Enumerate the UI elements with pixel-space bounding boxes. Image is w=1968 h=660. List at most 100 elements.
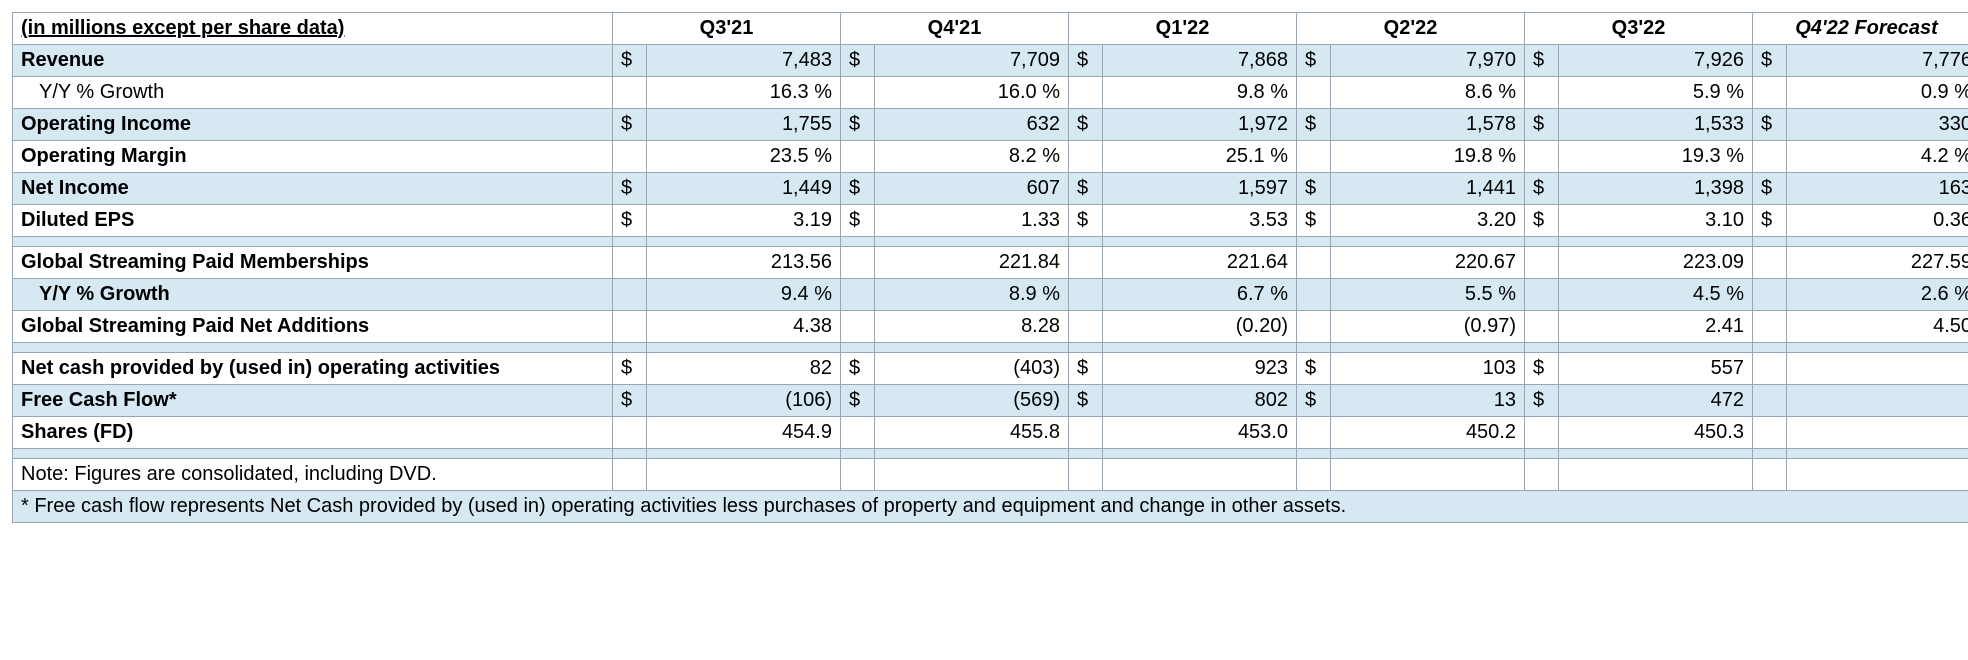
currency-symbol: $ <box>1069 353 1103 385</box>
row-label: Global Streaming Paid Memberships <box>13 247 613 279</box>
currency-symbol <box>1753 417 1787 449</box>
cell-value: (403) <box>875 353 1069 385</box>
cell-value: 19.3 % <box>1559 141 1753 173</box>
cell-value: 472 <box>1559 385 1753 417</box>
cell-value <box>1787 353 1968 385</box>
table-row: Free Cash Flow*$(106)$(569)$802$13$472 <box>13 385 1968 417</box>
cell-value: 9.8 % <box>1103 77 1297 109</box>
row-label: Y/Y % Growth <box>13 279 613 311</box>
cell-value: 0.36 <box>1787 205 1968 237</box>
cell-value: 1,972 <box>1103 109 1297 141</box>
currency-symbol: $ <box>1297 353 1331 385</box>
cell-value: 7,868 <box>1103 45 1297 77</box>
cell-value: 2.41 <box>1559 311 1753 343</box>
spacer-row <box>13 237 1968 247</box>
currency-symbol <box>1753 311 1787 343</box>
currency-symbol <box>1753 247 1787 279</box>
currency-symbol <box>613 279 647 311</box>
currency-symbol <box>1297 77 1331 109</box>
currency-symbol: $ <box>613 173 647 205</box>
currency-symbol <box>1525 141 1559 173</box>
cell-value: 1,533 <box>1559 109 1753 141</box>
currency-symbol: $ <box>1753 173 1787 205</box>
cell-value: 7,970 <box>1331 45 1525 77</box>
cell-value: 103 <box>1331 353 1525 385</box>
cell-value: 23.5 % <box>647 141 841 173</box>
currency-symbol <box>613 247 647 279</box>
table-row: Operating Income$1,755$632$1,972$1,578$1… <box>13 109 1968 141</box>
cell-value: 16.0 % <box>875 77 1069 109</box>
currency-symbol: $ <box>1525 205 1559 237</box>
currency-symbol <box>613 141 647 173</box>
currency-symbol <box>1297 247 1331 279</box>
cell-value: 220.67 <box>1331 247 1525 279</box>
currency-symbol: $ <box>1297 205 1331 237</box>
currency-symbol: $ <box>1753 109 1787 141</box>
currency-symbol <box>613 77 647 109</box>
row-label: Operating Margin <box>13 141 613 173</box>
footnote-row: Note: Figures are consolidated, includin… <box>13 459 1968 491</box>
cell-value: 453.0 <box>1103 417 1297 449</box>
cell-value: 1,449 <box>647 173 841 205</box>
currency-symbol <box>1069 417 1103 449</box>
cell-value: 9.4 % <box>647 279 841 311</box>
cell-value: 4.5 % <box>1559 279 1753 311</box>
currency-symbol: $ <box>841 173 875 205</box>
period-header: Q4'22 Forecast <box>1753 13 1968 45</box>
row-label: Diluted EPS <box>13 205 613 237</box>
cell-value: 227.59 <box>1787 247 1968 279</box>
footnote-row: * Free cash flow represents Net Cash pro… <box>13 491 1968 523</box>
cell-value <box>1787 385 1968 417</box>
currency-symbol: $ <box>841 353 875 385</box>
footnote-text: * Free cash flow represents Net Cash pro… <box>13 491 1968 523</box>
currency-symbol <box>1525 247 1559 279</box>
currency-symbol <box>1525 311 1559 343</box>
currency-symbol <box>1069 247 1103 279</box>
cell-value: 19.8 % <box>1331 141 1525 173</box>
table-row: Diluted EPS$3.19$1.33$3.53$3.20$3.10$0.3… <box>13 205 1968 237</box>
table-row: Global Streaming Paid Net Additions4.388… <box>13 311 1968 343</box>
cell-value: 7,483 <box>647 45 841 77</box>
cell-value: 1,597 <box>1103 173 1297 205</box>
cell-value: 3.20 <box>1331 205 1525 237</box>
currency-symbol: $ <box>613 353 647 385</box>
currency-symbol <box>1525 77 1559 109</box>
currency-symbol <box>1753 279 1787 311</box>
currency-symbol: $ <box>613 45 647 77</box>
currency-symbol: $ <box>1069 205 1103 237</box>
spacer-row <box>13 449 1968 459</box>
currency-symbol <box>1297 279 1331 311</box>
cell-value: 221.84 <box>875 247 1069 279</box>
cell-value: 450.2 <box>1331 417 1525 449</box>
currency-symbol <box>1753 77 1787 109</box>
currency-symbol <box>1753 385 1787 417</box>
currency-symbol: $ <box>613 385 647 417</box>
cell-value: 455.8 <box>875 417 1069 449</box>
currency-symbol <box>1297 417 1331 449</box>
row-label: Net Income <box>13 173 613 205</box>
cell-value: 4.50 <box>1787 311 1968 343</box>
cell-value: 213.56 <box>647 247 841 279</box>
cell-value: 7,926 <box>1559 45 1753 77</box>
currency-symbol: $ <box>841 109 875 141</box>
table-row: Operating Margin23.5 %8.2 %25.1 %19.8 %1… <box>13 141 1968 173</box>
cell-value: 3.53 <box>1103 205 1297 237</box>
cell-value: 632 <box>875 109 1069 141</box>
row-label: Revenue <box>13 45 613 77</box>
cell-value: 4.38 <box>647 311 841 343</box>
table-row: Shares (FD)454.9455.8453.0450.2450.3 <box>13 417 1968 449</box>
cell-value: 1,398 <box>1559 173 1753 205</box>
currency-symbol: $ <box>613 109 647 141</box>
cell-value: 223.09 <box>1559 247 1753 279</box>
cell-value: 450.3 <box>1559 417 1753 449</box>
row-label: Y/Y % Growth <box>13 77 613 109</box>
table-row: Net Income$1,449$607$1,597$1,441$1,398$1… <box>13 173 1968 205</box>
cell-value: 607 <box>875 173 1069 205</box>
row-label: Free Cash Flow* <box>13 385 613 417</box>
currency-symbol: $ <box>1297 45 1331 77</box>
cell-value: 16.3 % <box>647 77 841 109</box>
currency-symbol <box>1069 141 1103 173</box>
currency-symbol <box>841 311 875 343</box>
table-title: (in millions except per share data) <box>13 13 613 45</box>
cell-value: 8.2 % <box>875 141 1069 173</box>
